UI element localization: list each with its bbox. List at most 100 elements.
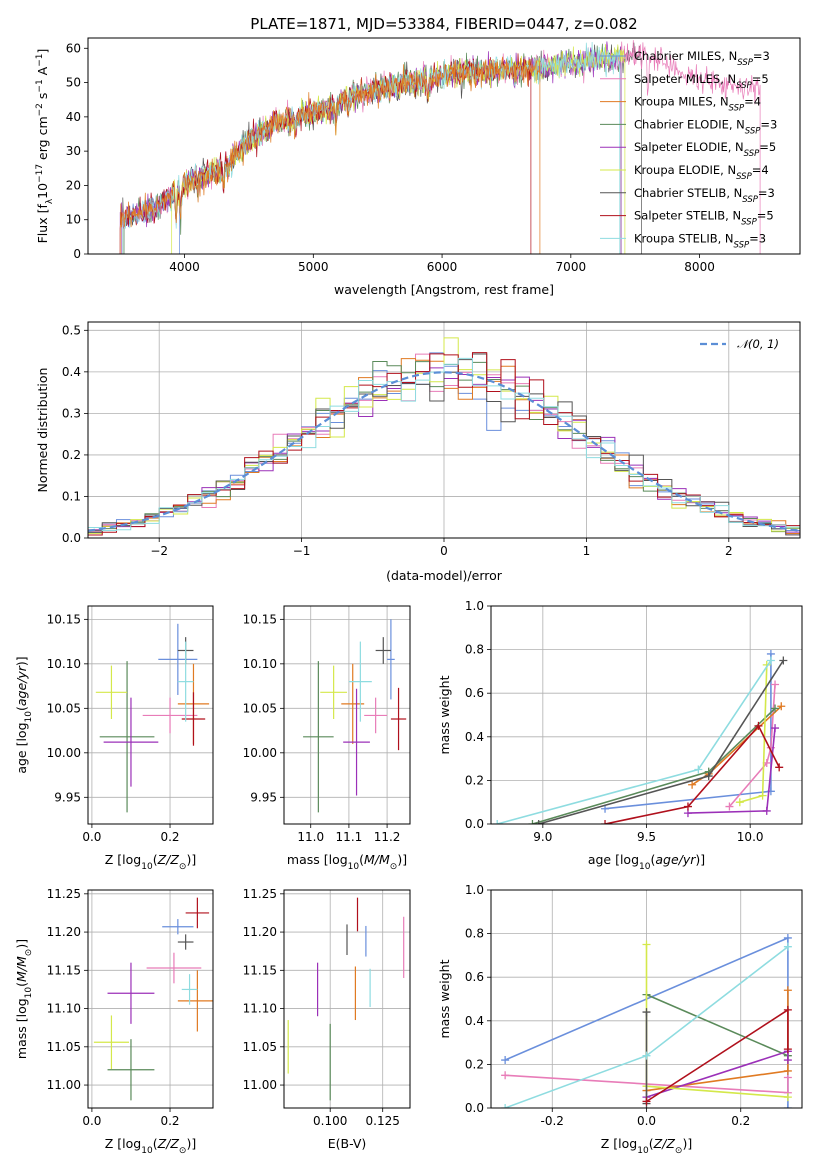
- legend-main: Salpeter MILES, N: [634, 72, 736, 86]
- mass-vs-Z-axes: 0.0 0.2 11.00 11.05 11.10 11.15 11.20 11.25 Z [l…: [14, 887, 214, 1156]
- weight-marker-3: [783, 1066, 792, 1075]
- weight-marker-4: [528, 820, 537, 824]
- legend-sub: SSP: [734, 240, 750, 250]
- spectrum-axes-frame: [87, 37, 801, 255]
- legend-main: Chabrier STELIB, N: [634, 186, 742, 200]
- weight-marker-9: [501, 1104, 510, 1108]
- legend-main: Kroupa MILES, N: [634, 95, 729, 109]
- weight-vs-Z-y-axis-label: mass weight: [437, 959, 452, 1038]
- age-vs-Z-x-axis-label-part: )]: [186, 852, 196, 867]
- age-vs-Z-axes-plot-area: [95, 623, 210, 813]
- age-vs-Z-y-axis-label: age [log10(age/yr)]: [14, 656, 34, 773]
- legend-main: Salpeter ELODIE, N: [634, 140, 744, 154]
- spectrum-y-axis-label-part: Flux [f: [35, 204, 50, 244]
- y-tick-label: 0: [73, 247, 81, 261]
- mass-vs-Z-y-axis-label-part: mass [log: [14, 998, 29, 1059]
- legend-main: Kroupa ELODIE, N: [634, 163, 736, 177]
- weight-vs-age-x-axis-label-part: )]: [695, 852, 705, 867]
- y-tick-label: 20: [66, 178, 81, 192]
- weight-vs-age-x-axis-label-part: age/yr: [655, 852, 696, 867]
- legend-main: Chabrier ELODIE, N: [634, 117, 745, 131]
- y-tick-label: 0.8: [465, 643, 484, 657]
- residual-y-axis-label: Normed distribution: [35, 368, 50, 493]
- x-tick-label: 10.0: [737, 830, 764, 844]
- legend-entry-5: Salpeter ELODIE, NSSP=5: [634, 140, 776, 159]
- legend-entry-7: Chabrier STELIB, NSSP=3: [634, 186, 775, 205]
- y-tick-label: 0.2: [465, 773, 484, 787]
- legend-tail: =3: [753, 49, 770, 63]
- legend-tail: =5: [752, 72, 769, 86]
- mass-vs-Z-y-axis-label-part: M/M: [14, 956, 29, 982]
- x-tick-label: 0.2: [160, 1114, 179, 1128]
- y-tick-label: 11.00: [47, 1078, 81, 1092]
- weight-marker-6: [735, 798, 744, 807]
- legend-tail: =4: [752, 163, 769, 177]
- y-tick-label: 11.10: [47, 1002, 81, 1016]
- weight-vs-Z-axes: -0.2 0.0 0.2 0.0 0.2 0.4 0.6 0.8 1.0 Z [log10(Z/Z…: [437, 883, 803, 1156]
- y-tick-label: 0.2: [465, 1057, 484, 1071]
- x-tick-label: 0.2: [160, 830, 179, 844]
- spectrum-axes: 4000 5000 6000 7000 8000 0 10 20 30 40 50 60 wavelen…: [35, 37, 801, 297]
- spectrum-y-axis-label-part: A: [35, 66, 50, 79]
- weight-marker-4: [771, 704, 780, 713]
- spectrum-y-axis-label-part: s: [35, 93, 50, 104]
- y-tick-label: 11.05: [47, 1040, 81, 1054]
- mass-vs-Z-axes-plot-area: [93, 897, 213, 1101]
- weight-vs-Z-x-axis-label-part: )]: [682, 1136, 692, 1151]
- age-vs-Z-y-axis-label-part: )]: [14, 656, 29, 666]
- legend-entry-8: Salpeter STELIB, NSSP=5: [634, 209, 774, 228]
- legend-sub: SSP: [737, 58, 753, 68]
- weight-marker-7: [704, 772, 713, 781]
- weight-marker-8: [783, 1045, 792, 1054]
- weight-vs-Z-x-axis-label: Z [log10(Z/Z⊙)]: [601, 1136, 692, 1156]
- spectrum-y-axis-label-part: 10: [35, 183, 50, 199]
- legend-entry-6: Kroupa ELODIE, NSSP=4: [634, 163, 769, 182]
- y-tick-label: 1.0: [465, 599, 484, 613]
- y-tick-label: 10.15: [47, 612, 81, 626]
- y-tick-label: 0.2: [62, 448, 81, 462]
- age-vs-Z-y-axis-label-part: (: [14, 706, 29, 711]
- y-tick-label: 11.25: [243, 887, 277, 901]
- spectrum-y-axis-label: Flux [fλ10−17 erg cm−2 s−1 A−1]: [35, 49, 55, 244]
- legend-entry-9: Kroupa STELIB, NSSP=3: [634, 231, 766, 250]
- spectrum-y-axis-label-part: −1: [35, 54, 45, 67]
- x-tick-label: 6000: [427, 260, 458, 274]
- weight-marker-5: [783, 1056, 792, 1065]
- spectrum-line-8: [119, 53, 532, 254]
- weight-vs-age-axes-plot-area: [493, 649, 788, 824]
- weight-line-8: [604, 724, 780, 824]
- weight-marker-8: [754, 721, 763, 730]
- y-tick-label: 60: [66, 41, 81, 55]
- spectrum-y-axis-label-part: −17: [35, 164, 45, 183]
- mass-vs-Z-x-axis-label-part: Z [log: [105, 1136, 141, 1151]
- weight-line-4: [646, 993, 789, 1057]
- spectrum-y-axis-label-part: −2: [35, 103, 45, 116]
- x-tick-label: 0.0: [637, 1114, 656, 1128]
- mass-vs-Z-y-axis-label-part: ⊙: [24, 949, 34, 957]
- weight-marker-1: [501, 1056, 510, 1065]
- legend-normal-label: 𝒩(0, 1): [737, 337, 779, 351]
- legend-sub: SSP: [736, 81, 752, 91]
- age-vs-mass-x-axis-label-part: ⊙: [390, 862, 398, 872]
- weight-vs-Z-axes-plot-area: [501, 933, 792, 1108]
- age-vs-mass-x-axis-label: mass [log10(M/M⊙)]: [287, 852, 407, 872]
- weight-marker-9: [694, 765, 703, 774]
- weight-line-3: [646, 990, 789, 1092]
- weight-vs-Z-x-axis-label-part: Z/Z: [653, 1136, 676, 1151]
- x-tick-label: 9.5: [637, 830, 656, 844]
- age-vs-Z-y-axis-label-part: age [log: [14, 722, 29, 773]
- legend-sub: SSP: [742, 195, 758, 205]
- weight-line-2: [728, 684, 776, 808]
- x-tick-label: 11.2: [374, 830, 401, 844]
- weight-marker-7: [642, 1008, 651, 1017]
- y-tick-label: 10.05: [243, 701, 277, 715]
- weight-vs-age-x-axis-label-part: (: [650, 852, 655, 867]
- weight-marker-2: [501, 1071, 510, 1080]
- legend-tail: =5: [759, 140, 776, 154]
- weight-vs-Z-x-axis-label-part: (: [649, 1136, 654, 1151]
- legend-entry-1: Chabrier MILES, NSSP=3: [634, 49, 770, 68]
- weight-marker-3: [783, 986, 792, 995]
- weight-marker-8: [783, 1005, 792, 1014]
- mass-vs-Z-x-axis-label-part: ⊙: [179, 1146, 187, 1156]
